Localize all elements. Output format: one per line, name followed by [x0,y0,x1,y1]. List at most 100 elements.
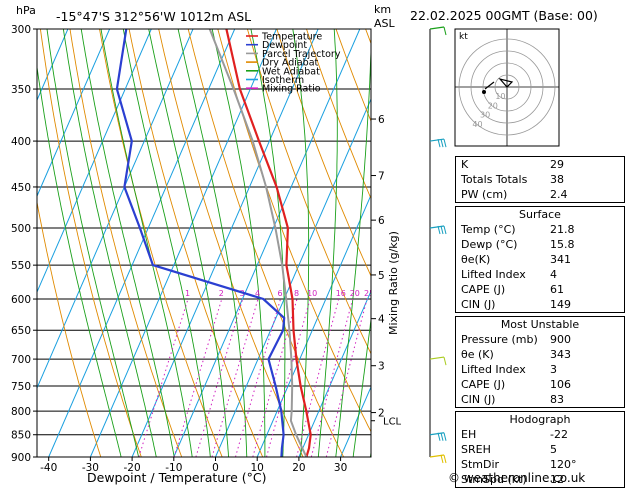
mixing-ratio-line [310,298,354,457]
wet-adiabat [292,29,310,457]
hodograph-trace [484,81,495,90]
surface-title: Surface [519,208,561,221]
mixing-ratio-label: 8 [294,289,299,298]
y-tick-label: 850 [11,430,31,442]
km-tick-label: 5 [378,270,385,282]
index-row: SREH 5 [456,442,624,457]
index-key: θe (K) [461,348,494,361]
wet-adiabat [177,29,248,457]
index-key: Temp (°C) [461,223,516,236]
y-tick-label: 300 [11,24,31,36]
axes: 300350400450500550600650700750800850900-… [11,24,402,474]
index-value: 343 [550,348,571,361]
mixing-ratio-line [211,298,259,457]
index-value: 21.8 [550,223,575,236]
wet-adiabat [62,29,157,457]
index-row: K 29 [456,157,624,172]
most-unstable-title: Most Unstable [500,318,580,331]
index-row: θe (K) 343 [456,347,624,362]
index-value: 5 [550,443,557,456]
index-row: Dewp (°C) 15.8 [456,237,624,252]
wet-adiabat [335,33,371,457]
index-value: 900 [550,333,571,346]
hodograph-trace [498,77,514,88]
index-key: PW (cm) [461,188,508,201]
index-value: 38 [550,173,564,186]
y-tick-label: 450 [11,182,31,194]
indices-table: K 29 Totals Totals 38 PW (cm) 2.4 Surface Tem… [455,156,625,491]
index-key: EH [461,428,477,441]
index-row: StmSpd (kt) 12 [456,472,624,487]
km-tick-label: 2 [378,408,385,420]
hodograph-ring-label: 10 [495,92,505,101]
plot-frame [36,28,372,458]
y-tick-label: 800 [11,406,31,418]
mixing-ratio-line [252,298,298,457]
km-tick-label: 6 [378,114,385,126]
index-key: SREH [461,443,491,456]
index-key: Lifted Index [461,363,526,376]
barb-shaft [429,356,445,360]
index-key: Lifted Index [461,268,526,281]
hodograph-box: Hodograph EH -22 SREH 5 StmDir 120° StmSpd (kt… [455,411,625,488]
index-value: 120° [550,458,577,471]
hodograph-ring-label: 20 [488,101,498,110]
dry-adiabat [158,29,304,457]
barb-feather [437,138,441,148]
mixing-ratio-line [296,298,340,457]
x-tick-label: 20 [292,462,305,474]
barb-feather [443,356,447,366]
wind-barbs [429,26,447,464]
wet-adiabat [369,450,371,457]
index-value: -22 [550,428,568,441]
mixing-ratio-line [195,298,244,457]
wet-adiabat [211,29,266,457]
mixing-ratio-title: Mixing Ratio (g/kg) [387,231,400,335]
x-tick-label: -40 [40,462,57,474]
wet-adiabat [46,29,140,457]
footer-credit: © weatheronline.co.uk [448,471,585,485]
index-key: Dewp (°C) [461,238,518,251]
mixing-ratio-line [325,298,368,457]
dry-adiabat [276,29,371,278]
wind-barb [429,26,447,36]
index-value: 83 [550,393,564,406]
index-value: 2.4 [550,188,568,201]
most-unstable-box: Most Unstable Pressure (mb) 900 θe (K) 343 L… [455,316,625,408]
wet-adiabat [317,29,338,457]
isotherm [173,29,361,457]
hodograph-ring [482,62,532,112]
index-row: Temp (°C) 21.8 [456,222,624,237]
y-tick-label: 650 [11,325,31,337]
index-value: 4 [550,268,557,281]
x-axis-title: Dewpoint / Temperature (°C) [87,470,266,485]
index-value: 15.8 [550,238,575,251]
barb-feather [437,225,441,235]
legend-label: Dewpoint [262,40,307,51]
barb-feather [440,138,444,148]
y-tick-label: 600 [11,294,31,306]
isotherm [37,29,194,390]
index-key: θe(K) [461,253,491,266]
index-row: Lifted Index 3 [456,362,624,377]
barb-feather [437,432,441,441]
asl-unit-label: ASL [374,17,396,30]
hodograph-title: Hodograph [509,413,571,426]
km-tick-label: 6 [378,215,385,227]
legend-label: Parcel Trajectory [262,49,341,60]
hodograph-ring [458,38,556,136]
wet-adiabat [122,29,211,457]
barb-feather [443,138,447,148]
legend-label: Mixing Ratio [262,84,321,95]
km-tick-label: 4 [378,314,385,326]
wet-adiabat [80,29,175,457]
series-line-parcel-trajectory [208,29,308,457]
hodograph-storm-marker [482,90,486,94]
wind-barb [429,432,447,441]
legend-label: Dry Adiabat [262,58,319,69]
y-tick-label: 750 [11,381,31,393]
y-tick-label: 500 [11,223,31,235]
wind-barb [429,138,447,148]
